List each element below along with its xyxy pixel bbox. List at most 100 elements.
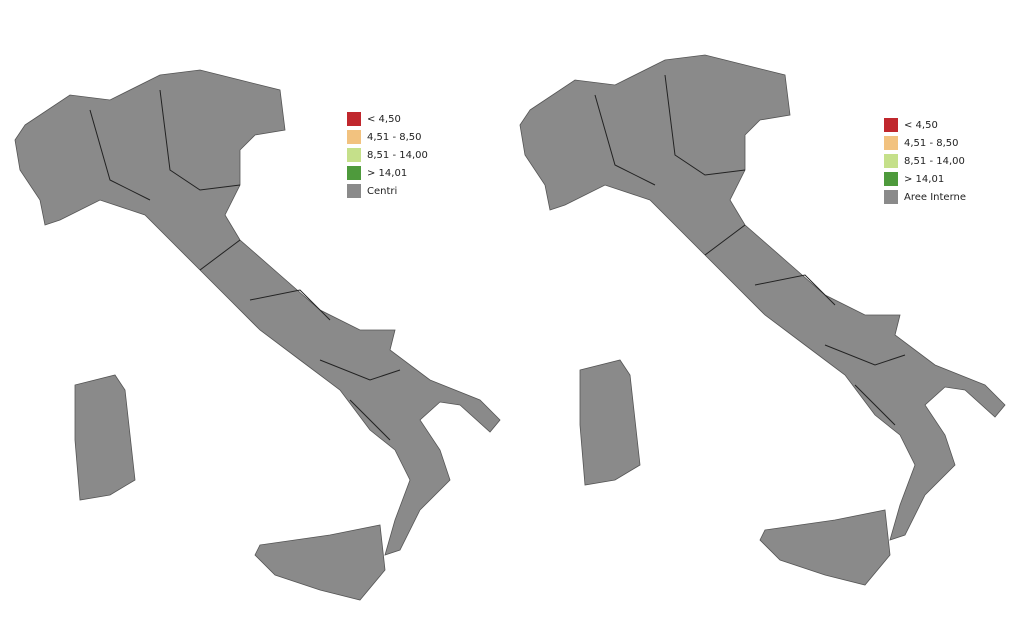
- area-patch: [849, 409, 859, 418]
- area-patch: [812, 257, 828, 268]
- area-patch: [478, 491, 486, 506]
- area-patch: [282, 101, 296, 109]
- area-patch: [257, 521, 270, 530]
- area-patch: [140, 292, 159, 308]
- area-patch: [304, 285, 316, 300]
- area-patch: [345, 308, 359, 323]
- area-patch: [799, 208, 807, 218]
- area-patch: [151, 226, 160, 241]
- area-patch: [995, 312, 1005, 325]
- area-patch: [911, 321, 920, 333]
- area-patch: [186, 303, 196, 313]
- area-patch: [304, 475, 312, 487]
- area-patch: [261, 533, 277, 543]
- area-patch: [927, 335, 935, 347]
- area-patch: [406, 355, 424, 365]
- area-patch: [520, 209, 527, 220]
- area-patch: [256, 73, 272, 84]
- area-patch: [302, 216, 318, 231]
- area-patch: [250, 532, 260, 540]
- area-patch: [642, 278, 657, 286]
- area-patch: [929, 300, 937, 310]
- area-patch: [770, 126, 784, 135]
- area-patch: [429, 536, 443, 551]
- area-patch: [429, 537, 437, 554]
- area-patch: [451, 346, 467, 362]
- area-patch: [931, 323, 944, 337]
- area-patch: [968, 324, 982, 341]
- area-patch: [163, 276, 177, 283]
- area-patch: [564, 72, 571, 85]
- area-patch: [178, 307, 190, 324]
- area-patch: [298, 411, 310, 426]
- area-patch: [287, 241, 296, 254]
- area-patch: [241, 204, 258, 213]
- map-right: [519, 54, 1006, 586]
- area-patch: [128, 413, 145, 425]
- area-patch: [248, 569, 262, 585]
- area-patch: [634, 388, 642, 404]
- area-patch: [774, 137, 792, 147]
- area-patch: [712, 311, 727, 318]
- area-patch: [816, 212, 825, 222]
- area-patch: [314, 289, 332, 299]
- area-patch: [872, 584, 890, 585]
- area-patch: [493, 369, 500, 384]
- area-patch: [371, 316, 380, 326]
- area-patch: [582, 350, 598, 363]
- area-patch: [287, 218, 301, 233]
- area-patch: [250, 175, 266, 192]
- area-patch: [785, 179, 794, 189]
- area-patch: [794, 251, 802, 266]
- area-patch: [375, 583, 393, 595]
- area-patch: [808, 203, 825, 211]
- area-patch: [820, 215, 830, 228]
- area-patch: [201, 313, 217, 328]
- area-patch: [318, 229, 332, 246]
- area-patch: [428, 313, 436, 322]
- area-patch: [67, 436, 75, 445]
- area-patch: [311, 448, 322, 465]
- area-patch: [250, 168, 261, 178]
- area-patch: [299, 412, 312, 425]
- area-patch: [335, 478, 346, 493]
- area-patch: [530, 67, 539, 75]
- area-patch: [385, 491, 396, 499]
- area-patch: [281, 191, 296, 208]
- area-patch: [797, 231, 809, 244]
- area-patch: [384, 467, 393, 482]
- area-patch: [368, 466, 379, 478]
- area-patch: [124, 486, 142, 503]
- area-patch: [326, 489, 339, 497]
- area-patch: [885, 500, 893, 516]
- area-patch: [208, 298, 216, 315]
- area-patch: [935, 304, 944, 312]
- area-patch: [638, 244, 654, 260]
- area-patch: [283, 583, 295, 591]
- area-patch: [841, 422, 859, 430]
- area-patch: [806, 359, 817, 372]
- area-patch: [254, 191, 266, 200]
- area-patch: [226, 315, 236, 324]
- area-patch: [411, 331, 419, 343]
- area-patch: [976, 347, 987, 356]
- area-patch: [520, 182, 536, 189]
- area-patch: [249, 200, 268, 211]
- legend-swatch: [347, 184, 361, 198]
- area-patch: [491, 375, 498, 387]
- area-patch: [142, 308, 154, 318]
- area-patch: [666, 279, 679, 291]
- area-patch: [163, 296, 177, 313]
- area-patch: [326, 460, 340, 473]
- area-patch: [283, 258, 302, 271]
- area-patch: [611, 200, 619, 208]
- area-patch: [961, 337, 979, 350]
- area-patch: [285, 589, 297, 599]
- area-patch: [645, 257, 652, 265]
- area-patch: [322, 462, 340, 471]
- area-patch: [383, 475, 398, 490]
- area-patch: [363, 473, 377, 482]
- area-patch: [245, 194, 262, 208]
- area-patch: [637, 209, 646, 218]
